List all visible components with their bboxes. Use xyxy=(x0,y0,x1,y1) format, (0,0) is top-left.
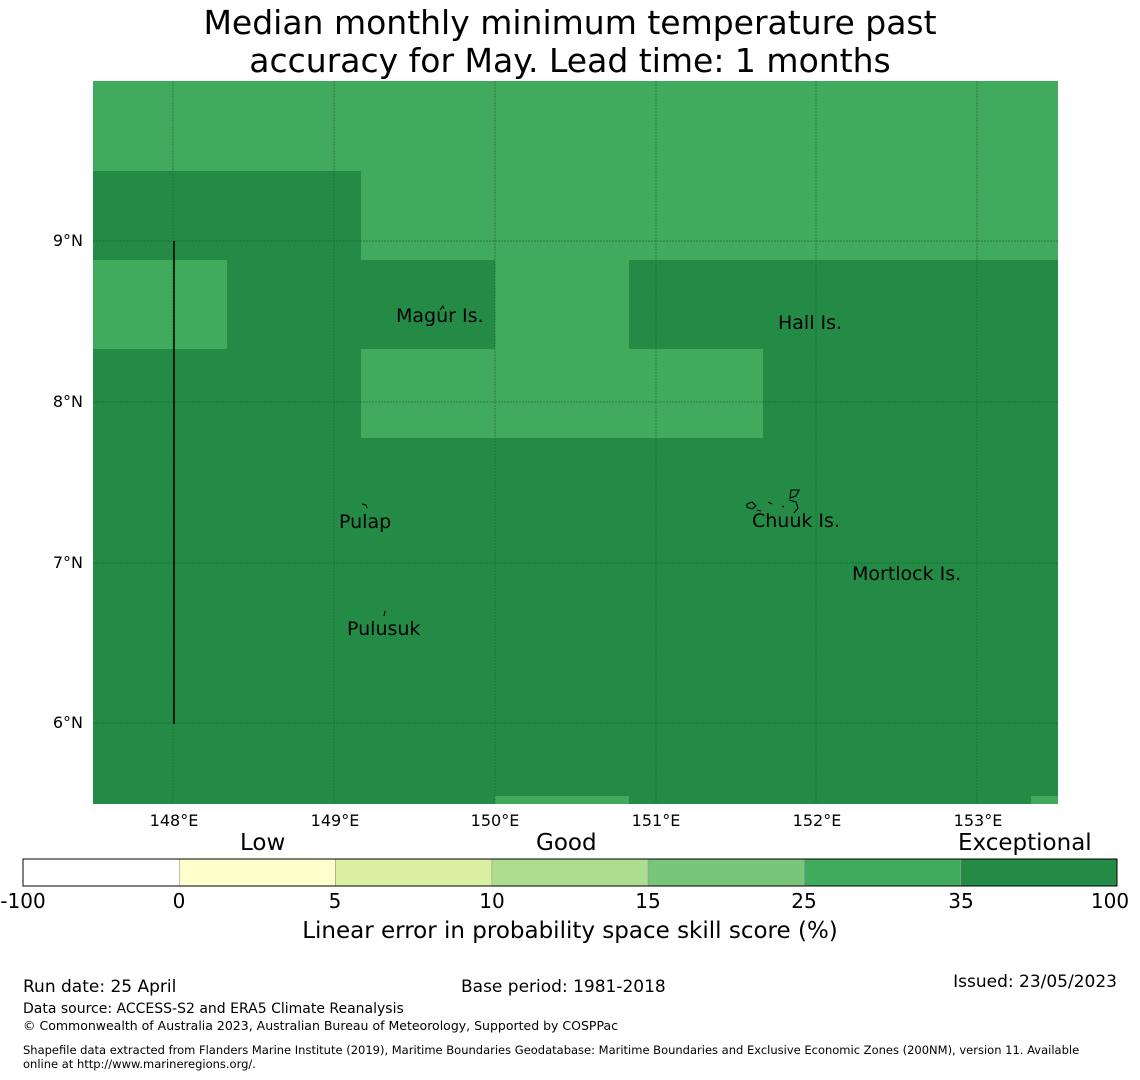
chuuk-atoll xyxy=(746,489,800,514)
place-label-pulusuk: Pulusuk xyxy=(347,618,421,640)
colorbar-segment xyxy=(491,858,649,887)
lon-label-148e: 148°E xyxy=(149,811,199,830)
good-high-cells xyxy=(93,81,1058,804)
colorbar-segment xyxy=(178,858,336,887)
colorbar-tick-2: 5 xyxy=(328,889,342,913)
base-period: Base period: 1981-2018 xyxy=(461,977,666,997)
shapefile-credit-line-1: Shapefile data extracted from Flanders M… xyxy=(23,1043,1080,1057)
category-good: Good xyxy=(536,830,597,856)
lat-label-6n: 6°N xyxy=(52,713,83,732)
colorbar-frame xyxy=(22,858,1118,887)
colorbar-tick-3: 10 xyxy=(479,889,505,913)
cell-bottom-right xyxy=(1031,796,1058,804)
run-date: Run date: 25 April xyxy=(23,977,177,997)
place-label-mortlock: Mortlock Is. xyxy=(852,563,962,585)
category-low: Low xyxy=(240,830,286,856)
lon-label-152e: 152°E xyxy=(792,811,842,830)
lon-label-149e: 149°E xyxy=(310,811,360,830)
colorbar-tick-0: -100 xyxy=(0,889,46,913)
lon-label-150e: 150°E xyxy=(470,811,520,830)
lon-label-151e: 151°E xyxy=(631,811,681,830)
category-exceptional: Exceptional xyxy=(958,830,1092,856)
place-label-magur: Magur Is. xyxy=(396,305,484,327)
issued-date: Issued: 23/05/2023 xyxy=(953,972,1117,992)
colorbar-tick-4: 15 xyxy=(635,889,661,913)
chart-title: Median monthly minimum temperature past … xyxy=(0,4,1140,80)
colorbar-segment xyxy=(335,858,493,887)
cell-top-band xyxy=(93,81,1058,171)
island-outlines xyxy=(361,304,800,617)
copyright: © Commonwealth of Australia 2023, Austra… xyxy=(23,1018,618,1033)
pulap-island xyxy=(361,503,368,509)
title-line-1: Median monthly minimum temperature past xyxy=(203,3,937,42)
cell-center-block xyxy=(495,260,629,349)
colorbar-segment xyxy=(647,858,805,887)
cell-bottom-center xyxy=(495,796,629,804)
place-label-pulap: Pulap xyxy=(339,511,392,533)
gridlines xyxy=(93,81,1058,804)
lat-label-9n: 9°N xyxy=(52,231,83,250)
colorbar-title: Linear error in probability space skill … xyxy=(302,918,838,944)
title-line-2: accuracy for May. Lead time: 1 months xyxy=(249,41,891,80)
colorbar-segment xyxy=(804,858,962,887)
cell-left-block xyxy=(93,260,227,349)
cell-middle-band xyxy=(361,349,763,438)
lat-label-7n: 7°N xyxy=(52,553,83,572)
lon-label-153e: 153°E xyxy=(953,811,1003,830)
place-label-chuuk: Chuuk Is. xyxy=(752,510,840,532)
colorbar-segment xyxy=(960,858,1118,887)
colorbar-segments xyxy=(22,858,1118,887)
colorbar-tick-7: 100 xyxy=(1090,889,1130,913)
data-source: Data source: ACCESS-S2 and ERA5 Climate … xyxy=(23,1001,404,1017)
colorbar-tick-5: 25 xyxy=(791,889,817,913)
shapefile-credit-line-2: online at http://www.marineregions.org/. xyxy=(23,1057,256,1071)
pulusuk-island xyxy=(383,610,386,617)
cell-top-right-band xyxy=(361,171,1058,260)
colorbar-tick-6: 35 xyxy=(948,889,974,913)
lat-label-8n: 8°N xyxy=(52,392,83,411)
magur-island xyxy=(439,304,445,311)
colorbar-tick-1: 0 xyxy=(172,889,186,913)
place-label-hall: Hall Is. xyxy=(778,312,843,334)
colorbar-segment xyxy=(22,858,180,887)
